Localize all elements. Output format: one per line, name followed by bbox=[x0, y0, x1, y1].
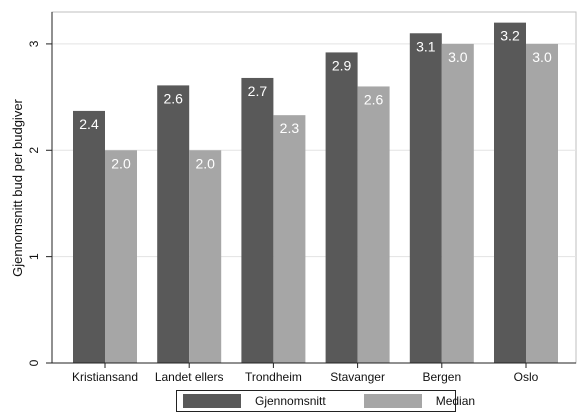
y-tick-label: 2 bbox=[27, 147, 41, 154]
bar-median-2 bbox=[273, 115, 306, 363]
y-axis-title: Gjennomsnitt bud per budgiver bbox=[10, 98, 25, 276]
bar-median-5 bbox=[526, 43, 558, 364]
data-label: 3.1 bbox=[416, 38, 436, 54]
data-label: 2.9 bbox=[332, 57, 352, 73]
legend-swatch-median bbox=[363, 394, 422, 408]
x-tick-label: Oslo bbox=[514, 370, 539, 384]
y-tick-label: 1 bbox=[27, 253, 41, 260]
data-label: 2.3 bbox=[280, 120, 300, 136]
data-label: 2.6 bbox=[163, 90, 183, 106]
bar-gjennomsnitt-5 bbox=[494, 22, 526, 364]
legend-item-median: Median bbox=[363, 394, 476, 408]
data-label: 2.4 bbox=[79, 116, 99, 132]
bar-median-1 bbox=[189, 150, 222, 363]
legend-item-gjennomsnitt: Gjennomsnitt bbox=[183, 394, 326, 408]
x-tick-label: Trondheim bbox=[245, 370, 302, 384]
legend-swatch-gjennomsnitt bbox=[183, 394, 241, 408]
data-labels: 2.4 2.0 2.6 2.0 2.7 2.3 2.9 2.6 3.1 3.0 3.2 3.0 bbox=[79, 28, 552, 172]
data-label: 3.0 bbox=[532, 49, 552, 65]
legend: Gjennomsnitt Median bbox=[176, 390, 475, 412]
data-label: 3.0 bbox=[448, 49, 468, 65]
bar-gjennomsnitt-3 bbox=[325, 52, 358, 363]
x-tick-label: Kristiansand bbox=[72, 370, 138, 384]
data-label: 2.0 bbox=[111, 155, 131, 171]
bar-median-0 bbox=[105, 150, 137, 363]
x-tick-label: Landet ellers bbox=[155, 370, 224, 384]
y-tick-label: 3 bbox=[27, 40, 41, 47]
data-label: 2.0 bbox=[195, 155, 215, 171]
legend-label-gjennomsnitt: Gjennomsnitt bbox=[255, 394, 326, 408]
bars bbox=[73, 22, 558, 364]
data-label: 3.2 bbox=[500, 28, 520, 44]
bar-median-4 bbox=[441, 43, 474, 364]
axes: 0 1 2 3 Kristiansand Landet ellers Trondheim St… bbox=[27, 12, 576, 384]
x-tick-label: Stavanger bbox=[330, 370, 385, 384]
x-tick-label: Bergen bbox=[422, 370, 461, 384]
data-label: 2.6 bbox=[364, 91, 384, 107]
y-tick-label: 0 bbox=[27, 359, 41, 366]
bar-gjennomsnitt-4 bbox=[409, 33, 442, 363]
bar-median-3 bbox=[357, 86, 390, 364]
data-label: 2.7 bbox=[248, 83, 268, 99]
bar-gjennomsnitt-1 bbox=[157, 85, 190, 364]
bar-gjennomsnitt-0 bbox=[73, 110, 105, 363]
bar-gjennomsnitt-2 bbox=[241, 77, 274, 363]
legend-label-median: Median bbox=[435, 394, 476, 408]
